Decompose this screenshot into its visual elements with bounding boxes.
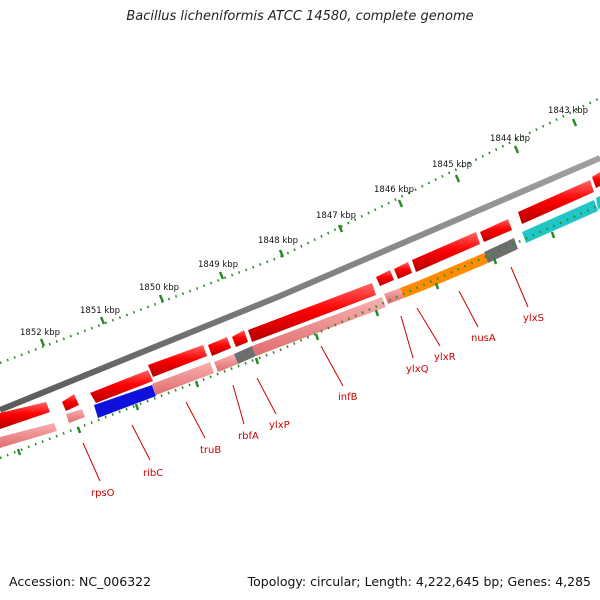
kbp-label-1848: 1848 kbp (258, 236, 298, 246)
gene-arrow (248, 283, 376, 342)
inner-tick-ring (0, 203, 600, 460)
gene-label-ylxS: ylxS (523, 313, 544, 324)
gene-arrow (208, 337, 231, 356)
kbp-major-ticks (39, 118, 578, 347)
feature-segment (234, 346, 256, 364)
kbp-label-1843: 1843 kbp (548, 106, 588, 116)
forward-strand-genes (0, 172, 600, 429)
kbp-labels: 1843 kbp 1844 kbp 1845 kbp 1846 kbp 1847… (20, 106, 588, 338)
gene-label-nusA: nusA (471, 333, 496, 344)
kbp-label-1851: 1851 kbp (80, 306, 120, 316)
kbp-label-1845: 1845 kbp (432, 160, 472, 170)
kbp-label-1850: 1850 kbp (139, 283, 179, 293)
gene-label-truB: truB (200, 445, 221, 456)
feature-segment (94, 385, 156, 418)
gene-labels: ylxS nusA ylxR ylxQ infB ylxP rbfA truB … (91, 313, 544, 499)
gene-arrow (0, 402, 50, 429)
gene-arrow (90, 370, 153, 403)
genome-summary: Topology: circular; Length: 4,222,645 bp… (247, 574, 591, 589)
accession-label: Accession: NC_006322 (9, 574, 152, 589)
feature-segment (484, 238, 518, 263)
feature-segment (152, 362, 214, 395)
kbp-label-1844: 1844 kbp (490, 134, 530, 144)
gene-label-infB: infB (338, 392, 358, 403)
gene-arrow (376, 270, 394, 286)
map-title: Bacillus licheniformis ATCC 14580, compl… (126, 9, 474, 24)
kbp-label-1849: 1849 kbp (198, 260, 238, 270)
feature-segment (418, 253, 488, 291)
gene-label-leaders (82, 266, 529, 482)
gene-arrow (480, 219, 512, 242)
genome-backbone (0, 155, 600, 413)
gene-arrow (518, 180, 594, 224)
feature-segment (596, 196, 600, 210)
gene-label-ylxP: ylxP (269, 420, 290, 431)
gene-arrow (62, 394, 79, 411)
gene-arrow (232, 330, 248, 347)
kbp-label-1852: 1852 kbp (20, 328, 60, 338)
feature-segment (252, 297, 386, 356)
gene-arrow (394, 262, 412, 279)
kbp-tick-ring (0, 96, 600, 365)
gene-arrow (412, 232, 480, 272)
inner-major-ticks (16, 231, 556, 456)
feature-segment (400, 281, 422, 298)
gene-label-rpsO: rpsO (91, 488, 115, 499)
feature-segment (0, 423, 57, 448)
feature-segment (214, 354, 238, 372)
gene-arrow (148, 345, 207, 377)
gene-label-rbfA: rbfA (238, 431, 259, 442)
feature-band (0, 196, 600, 448)
gene-arrow (592, 172, 600, 188)
gene-label-ribC: ribC (143, 468, 163, 479)
kbp-label-1846: 1846 kbp (374, 185, 414, 195)
feature-segment (66, 409, 85, 423)
gene-label-ylxQ: ylxQ (406, 364, 429, 375)
gene-label-ylxR: ylxR (434, 352, 456, 363)
kbp-label-1847: 1847 kbp (316, 211, 356, 221)
